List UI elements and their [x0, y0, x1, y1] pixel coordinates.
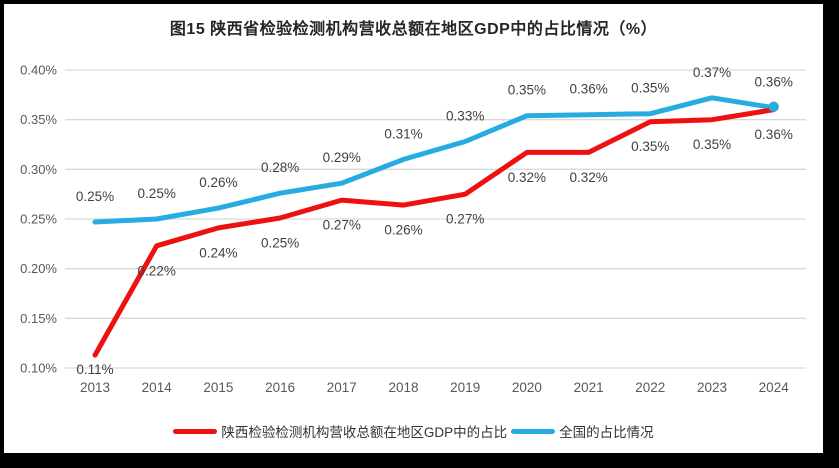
series-line [92, 107, 777, 358]
data-label: 0.36% [755, 127, 793, 142]
data-label: 0.22% [138, 263, 176, 278]
chart-legend: 陕西检验检测机构营收总额在地区GDP中的占比 全国的占比情况 [4, 421, 823, 441]
x-axis-tick-label: 2015 [203, 380, 233, 395]
x-axis-tick-label: 2024 [759, 380, 790, 395]
x-axis-tick-label: 2013 [80, 380, 110, 395]
data-label: 0.37% [693, 65, 731, 80]
data-label: 0.33% [446, 109, 484, 124]
x-axis-tick-label: 2017 [327, 380, 357, 395]
x-axis-tick-label: 2019 [450, 380, 480, 395]
data-label: 0.11% [76, 362, 113, 377]
series-line [92, 95, 777, 225]
legend-label-national: 全国的占比情况 [559, 425, 654, 440]
data-label: 0.32% [569, 170, 607, 185]
series-end-dot [768, 101, 779, 112]
data-label: 0.26% [199, 175, 237, 190]
data-label: 0.35% [631, 139, 669, 154]
x-axis-tick-label: 2022 [635, 380, 665, 395]
y-axis-tick-label: 0.15% [20, 311, 57, 326]
data-label: 0.26% [384, 223, 422, 238]
data-label: 0.25% [261, 236, 299, 251]
data-label: 0.25% [138, 186, 176, 201]
data-label: 0.27% [446, 212, 484, 227]
data-label: 0.32% [508, 170, 546, 185]
data-label: 0.36% [569, 82, 607, 97]
y-axis-tick-label: 0.35% [20, 112, 57, 127]
chart-title: 图15 陕西省检验检测机构营收总额在地区GDP中的占比情况（%） [169, 21, 658, 38]
legend-line-marker-national [511, 428, 556, 434]
x-axis-tick-label: 2016 [265, 380, 295, 395]
x-axis-tick-label: 2021 [574, 380, 604, 395]
chart-canvas: 图15 陕西省检验检测机构营收总额在地区GDP中的占比情况（%） 陕西检验检测机… [4, 4, 823, 453]
y-axis-tick-label: 0.20% [20, 261, 57, 276]
x-axis-tick-label: 2023 [697, 380, 727, 395]
x-axis-tick-label: 2020 [512, 380, 542, 395]
y-axis-tick-label: 0.25% [20, 212, 57, 227]
data-label: 0.28% [261, 160, 299, 175]
data-label: 0.31% [384, 126, 422, 141]
data-label: 0.36% [755, 75, 793, 90]
y-axis-tick-label: 0.40% [20, 63, 57, 78]
data-label: 0.35% [631, 81, 669, 96]
data-label: 0.25% [76, 189, 114, 204]
x-axis-tick-label: 2014 [142, 380, 173, 395]
legend-label-shaanxi: 陕西检验检测机构营收总额在地区GDP中的占比 [221, 425, 508, 440]
x-axis-tick-label: 2018 [388, 380, 418, 395]
y-axis-tick-label: 0.10% [20, 361, 57, 376]
legend-line-marker-shaanxi [173, 428, 218, 434]
data-label: 0.29% [323, 150, 361, 165]
data-label: 0.24% [199, 245, 237, 260]
data-label: 0.27% [323, 218, 361, 233]
y-axis-tick-label: 0.30% [20, 162, 57, 177]
data-label: 0.35% [508, 83, 546, 98]
data-label: 0.35% [693, 137, 731, 152]
